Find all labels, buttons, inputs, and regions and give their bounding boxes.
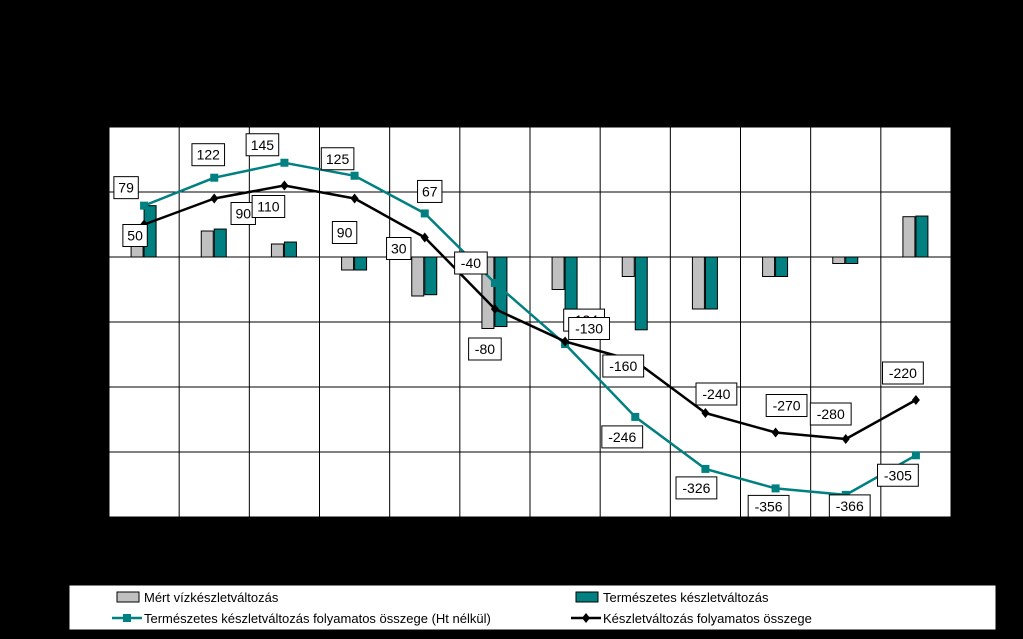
data-label-natural-cumulative: -326 bbox=[682, 480, 710, 496]
point-natural-cumulative bbox=[350, 171, 359, 180]
point-natural-cumulative bbox=[771, 484, 780, 493]
point-total-cumulative bbox=[771, 427, 780, 438]
bar-measured bbox=[762, 256, 776, 277]
bar-measured bbox=[341, 256, 355, 271]
data-label-natural-cumulative-box bbox=[191, 143, 226, 167]
data-label-total-cumulative: -130 bbox=[575, 321, 603, 337]
bar-measured bbox=[902, 216, 916, 258]
data-label-total-cumulative: -160 bbox=[609, 358, 637, 374]
bar-measured bbox=[691, 256, 705, 310]
point-total-cumulative bbox=[280, 180, 289, 191]
data-label-natural-cumulative-box bbox=[454, 251, 488, 275]
data-label-natural-cumulative: 145 bbox=[251, 137, 275, 153]
legend-marker bbox=[582, 613, 590, 623]
data-label-total-cumulative-box bbox=[122, 224, 148, 247]
data-label-total-cumulative: 90 bbox=[235, 206, 251, 222]
data-label-natural-cumulative-box bbox=[113, 176, 139, 200]
point-total-cumulative bbox=[350, 193, 359, 204]
point-natural-cumulative bbox=[420, 209, 429, 218]
data-label-total-cumulative-box bbox=[765, 394, 808, 417]
bar-measured bbox=[200, 230, 214, 258]
bar-measured bbox=[621, 256, 635, 277]
bar-natural bbox=[424, 256, 438, 296]
data-label-total-cumulative: 30 bbox=[391, 241, 407, 257]
plot-border bbox=[108, 126, 952, 518]
point-natural-cumulative bbox=[140, 201, 149, 210]
data-label-total-cumulative-box bbox=[331, 221, 358, 244]
data-label-natural-cumulative-box bbox=[417, 179, 443, 203]
data-label-total-cumulative: 110 bbox=[257, 199, 280, 215]
bar-natural bbox=[704, 256, 718, 310]
data-label-natural-cumulative: -356 bbox=[755, 498, 783, 514]
data-label-total-cumulative: -240 bbox=[702, 386, 730, 402]
data-label-natural-cumulative: 125 bbox=[326, 151, 350, 167]
legend-label: Készletváltozás folyamatos összege bbox=[603, 611, 812, 626]
legend-box bbox=[68, 584, 997, 631]
point-natural-cumulative bbox=[210, 173, 219, 182]
plot-area: 7912214512567-40-134-246-326-356-366-305… bbox=[108, 126, 952, 518]
data-label-total-cumulative-box bbox=[602, 354, 645, 378]
data-label-natural-cumulative-box bbox=[877, 463, 919, 487]
point-total-cumulative bbox=[420, 232, 429, 243]
data-label-total-cumulative-box bbox=[386, 237, 412, 260]
bar-measured bbox=[411, 256, 425, 297]
data-label-natural-cumulative: -40 bbox=[461, 255, 481, 271]
point-natural-cumulative bbox=[490, 279, 499, 287]
data-label-natural-cumulative: -305 bbox=[884, 467, 912, 483]
legend-marker bbox=[123, 614, 131, 622]
data-label-total-cumulative-box bbox=[882, 361, 924, 385]
point-total-cumulative bbox=[490, 304, 499, 314]
data-label-total-cumulative-box bbox=[809, 402, 852, 426]
data-label-natural-cumulative-box bbox=[675, 476, 718, 500]
data-label-natural-cumulative-box bbox=[320, 147, 355, 171]
legend-swatch bbox=[116, 591, 140, 603]
point-total-cumulative bbox=[841, 434, 850, 444]
series-line-total-cumulative bbox=[143, 184, 917, 441]
legend: Mért vízkészletváltozás Természetes készl… bbox=[68, 584, 997, 631]
data-label-natural-cumulative: -246 bbox=[608, 429, 636, 445]
data-label-total-cumulative-box bbox=[251, 195, 286, 218]
data-label-total-cumulative: -80 bbox=[475, 341, 495, 357]
data-label-total-cumulative-box bbox=[695, 382, 738, 406]
bar-natural bbox=[845, 256, 859, 264]
bar-natural bbox=[634, 256, 648, 331]
data-label-total-cumulative: 50 bbox=[127, 228, 143, 244]
bar-natural bbox=[283, 241, 297, 258]
point-total-cumulative bbox=[701, 408, 710, 418]
bar-measured bbox=[270, 243, 284, 258]
bar-measured bbox=[481, 256, 495, 329]
point-natural-cumulative bbox=[701, 464, 710, 473]
data-label-total-cumulative: -270 bbox=[773, 398, 801, 414]
bar-measured bbox=[551, 256, 565, 290]
data-label-natural-cumulative: -366 bbox=[836, 498, 864, 514]
series-line-natural-cumulative bbox=[143, 161, 917, 497]
data-label-total-cumulative: -220 bbox=[889, 365, 917, 381]
legend-label: Mért vízkészletváltozás bbox=[144, 590, 279, 605]
data-label-total-cumulative-box bbox=[468, 337, 502, 361]
point-natural-cumulative bbox=[280, 158, 289, 167]
point-total-cumulative bbox=[210, 193, 219, 204]
data-label-natural-cumulative-box bbox=[601, 425, 644, 449]
bar-natural bbox=[775, 256, 789, 277]
data-label-natural-cumulative: 79 bbox=[118, 180, 134, 196]
bar-measured bbox=[832, 256, 846, 264]
point-natural-cumulative bbox=[631, 412, 640, 421]
data-label-natural-cumulative: 67 bbox=[422, 183, 438, 199]
legend-swatch bbox=[575, 591, 599, 603]
bar-natural bbox=[915, 215, 929, 258]
data-label-natural-cumulative-box bbox=[245, 133, 280, 157]
data-label-total-cumulative: -280 bbox=[817, 406, 845, 422]
legend-label: Természetes készletváltozás bbox=[603, 590, 769, 605]
point-natural-cumulative bbox=[911, 451, 920, 460]
bar-natural bbox=[354, 256, 368, 271]
data-label-total-cumulative-box bbox=[568, 317, 610, 340]
point-total-cumulative bbox=[911, 395, 920, 405]
data-label-natural-cumulative: 122 bbox=[197, 147, 221, 163]
point-total-cumulative bbox=[561, 336, 570, 347]
data-label-total-cumulative: 90 bbox=[337, 225, 353, 241]
legend-label: Természetes készletváltozás folyamatos ö… bbox=[144, 611, 491, 626]
bar-natural bbox=[213, 228, 227, 258]
